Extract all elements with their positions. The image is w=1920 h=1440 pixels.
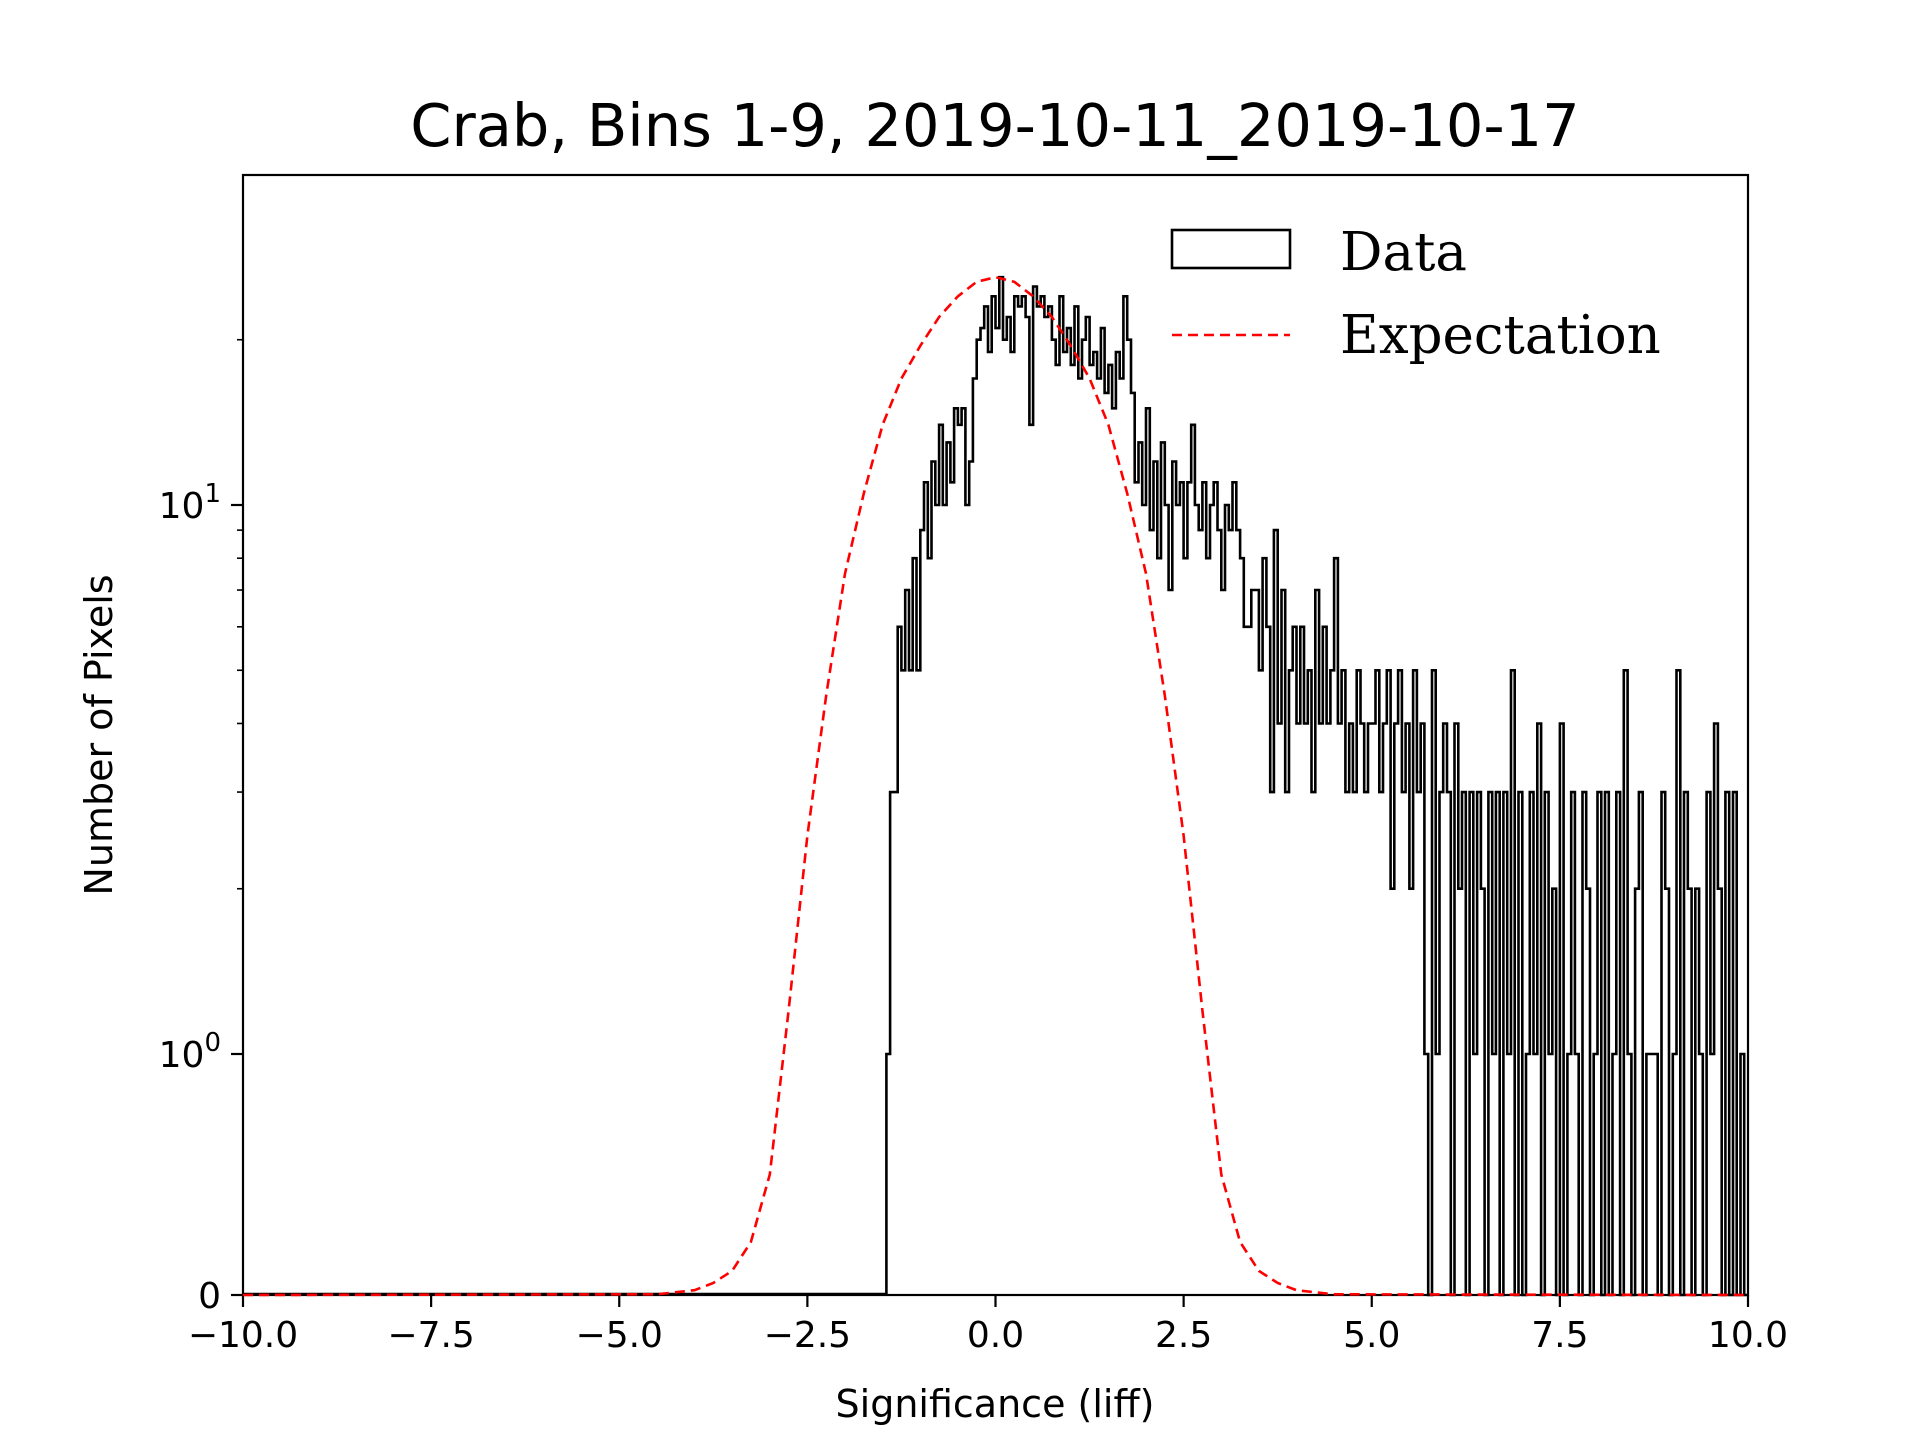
x-tick-label: 5.0 xyxy=(1343,1315,1400,1356)
expectation-curve xyxy=(242,275,1749,1297)
x-tick-label: 0.0 xyxy=(967,1315,1024,1356)
series-layer xyxy=(242,275,1749,1297)
data-histogram-line xyxy=(885,275,1748,1297)
y-tick-label-zero: 0 xyxy=(198,1276,221,1317)
legend-data-label: Data xyxy=(1340,222,1467,283)
x-tick-label: −5.0 xyxy=(576,1315,663,1356)
legend-data-swatch xyxy=(1170,228,1292,270)
x-tick-label: −7.5 xyxy=(387,1315,474,1356)
x-tick-label: 10.0 xyxy=(1708,1315,1788,1356)
x-axis: −10.0 −7.5 −5.0 −2.5 0.0 2.5 5.0 7.5 10.0 xyxy=(188,1295,1788,1356)
x-tick-label: 2.5 xyxy=(1155,1315,1212,1356)
legend: Data Expectation xyxy=(1170,222,1661,366)
y-axis-label: Number of Pixels xyxy=(77,574,121,895)
y-tick-label-one: 100 xyxy=(159,1028,221,1076)
y-tick-label-ten: 101 xyxy=(159,479,221,527)
x-tick-label: −10.0 xyxy=(188,1315,298,1356)
x-axis-label: Significance (liff) xyxy=(836,1382,1155,1426)
chart-title: Crab, Bins 1-9, 2019-10-11_2019-10-17 xyxy=(410,91,1579,160)
y-axis: 0 100 101 xyxy=(159,338,243,1317)
x-tick-label: −2.5 xyxy=(764,1315,851,1356)
legend-expectation-label: Expectation xyxy=(1340,305,1661,366)
x-tick-label: 7.5 xyxy=(1531,1315,1588,1356)
